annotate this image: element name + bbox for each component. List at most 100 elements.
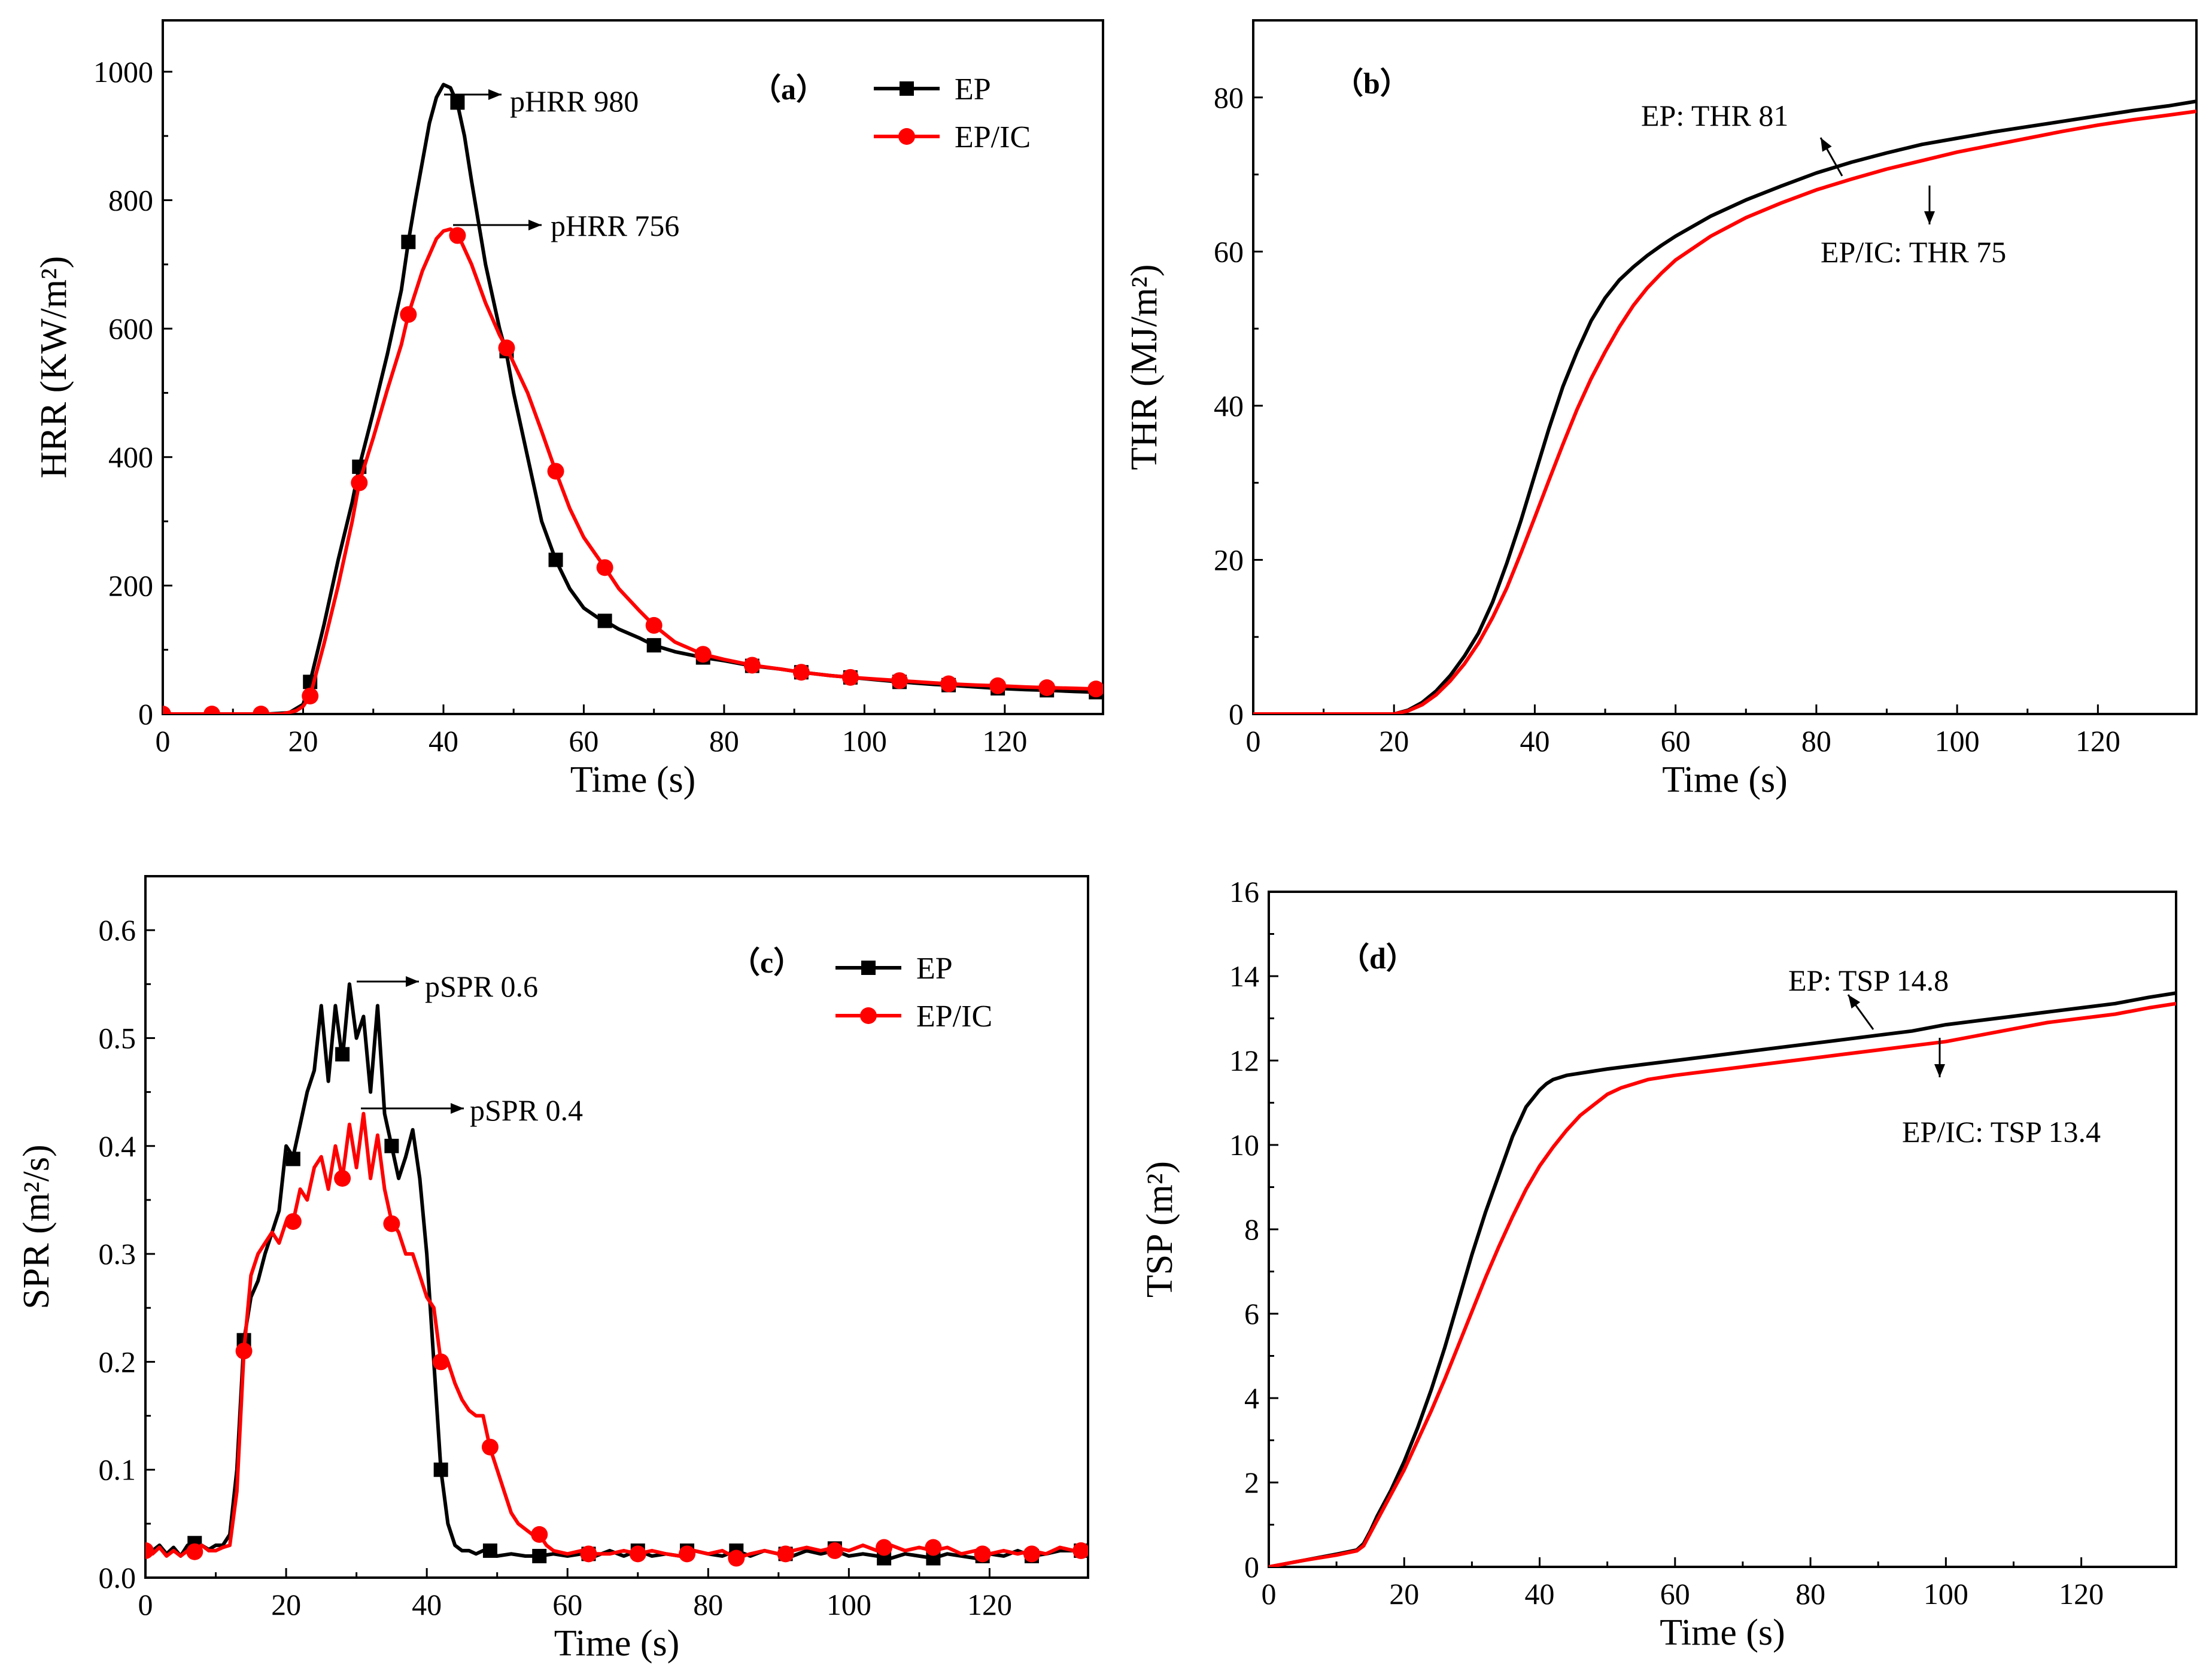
data-point-ep — [646, 638, 661, 653]
series-ep-ic — [145, 1111, 1088, 1567]
legend-marker-ep — [900, 81, 914, 96]
y-axis-title: TSP (m²) — [1140, 1161, 1180, 1298]
x-tick-label: 120 — [2059, 1577, 2104, 1611]
data-point-ep-ic — [925, 1539, 942, 1556]
data-point-ep — [450, 95, 465, 110]
data-point-ep-ic — [679, 1545, 696, 1563]
data-point-ep-ic — [596, 559, 613, 576]
y-tick-label: 0 — [1229, 697, 1244, 731]
series-line-ep-ic — [1253, 110, 2196, 714]
y-tick-label: 20 — [1214, 543, 1244, 576]
data-point-ep — [548, 552, 563, 567]
annotation-arrowhead — [1934, 1064, 1945, 1077]
series-ep-ic — [1253, 110, 2196, 714]
x-axis-title: Time (s) — [554, 1623, 680, 1664]
y-tick-label: 1000 — [93, 55, 153, 89]
legend-marker-ep-ic — [898, 128, 915, 145]
panel-b-thr-chart: 0 20 40 60 80 100 120 0 20 40 60 80 Time (s) THR (MJ/… — [1124, 19, 2198, 800]
series-line-ep-ic — [163, 227, 1096, 714]
data-point-ep-ic — [449, 227, 466, 244]
annotation-arrowhead — [1821, 138, 1832, 152]
data-point-ep-ic — [580, 1545, 597, 1563]
annotation-arrowhead — [528, 220, 542, 230]
series-line-ep — [1269, 991, 2176, 1567]
data-point-ep-ic — [1023, 1545, 1040, 1563]
y-tick-label: 0.5 — [99, 1021, 136, 1055]
legend-label: EP/IC — [955, 120, 1031, 154]
data-point-ep-ic — [163, 706, 171, 714]
annotation-arrowhead — [1848, 995, 1861, 1009]
y-tick-label: 0 — [138, 697, 153, 731]
annotation-label: pHRR 980 — [510, 84, 639, 118]
y-axis-title: HRR (KW/m²) — [34, 256, 74, 479]
legend-marker-ep-ic — [860, 1007, 877, 1024]
data-point-ep-ic — [547, 463, 564, 480]
y-tick-label: 40 — [1214, 389, 1244, 423]
panel-a-hrr-chart: 0 20 40 60 80 100 120 0 200 400 600 800 1000 Time (s)… — [34, 19, 1104, 800]
annotation-arrowhead — [406, 976, 419, 987]
y-tick-label: 0.0 — [99, 1561, 136, 1594]
y-tick-label: 0.4 — [99, 1129, 136, 1163]
plot-frame — [1252, 19, 2198, 715]
data-point-ep-ic — [253, 706, 270, 714]
series-ep — [163, 83, 1103, 714]
data-point-ep — [597, 613, 612, 628]
data-point-ep — [285, 1152, 300, 1166]
x-tick-label: 0 — [1262, 1577, 1277, 1611]
data-point-ep-ic — [531, 1526, 548, 1543]
data-point-ep — [433, 1462, 448, 1477]
data-point-ep-ic — [876, 1539, 893, 1556]
legend-marker-ep — [861, 961, 876, 975]
x-tick-label: 40 — [1520, 724, 1549, 758]
plot-frame — [144, 875, 1089, 1579]
data-point-ep-ic — [743, 657, 761, 674]
y-tick-label: 0.1 — [99, 1453, 136, 1487]
annotation-label: EP/IC: TSP 13.4 — [1902, 1115, 2101, 1149]
data-point-ep-ic — [792, 664, 810, 681]
legend-label: EP — [916, 952, 953, 986]
panel-label: （c） — [730, 946, 803, 979]
series-ep-ic — [1269, 1001, 2176, 1567]
x-tick-label: 20 — [1389, 1577, 1419, 1611]
data-point-ep-ic — [400, 306, 417, 323]
x-tick-label: 0 — [138, 1588, 153, 1621]
x-tick-label: 20 — [288, 724, 318, 758]
data-point-ep-ic — [235, 1342, 253, 1360]
data-point-ep-ic — [974, 1545, 991, 1563]
annotation-label: pHRR 756 — [551, 209, 679, 242]
data-point-ep-ic — [940, 675, 958, 692]
x-tick-label: 100 — [1924, 1577, 1968, 1611]
series-ep-ic — [163, 227, 1103, 714]
series-ep — [1253, 99, 2196, 714]
y-tick-label: 4 — [1244, 1381, 1259, 1415]
y-tick-label: 14 — [1229, 959, 1259, 993]
data-point-ep-ic — [694, 646, 712, 663]
annotation-arrowhead — [451, 1103, 464, 1114]
x-tick-label: 60 — [569, 724, 598, 758]
x-tick-label: 40 — [412, 1588, 442, 1621]
annotation-label: EP/IC: THR 75 — [1821, 235, 2006, 269]
y-tick-label: 10 — [1229, 1128, 1259, 1162]
data-point-ep-ic — [351, 474, 368, 491]
data-point-ep-ic — [383, 1215, 400, 1232]
series-line-ep-ic — [1269, 1001, 2176, 1567]
x-tick-label: 20 — [1379, 724, 1409, 758]
series-line-ep — [1253, 99, 2196, 714]
plot-frame — [162, 19, 1104, 715]
x-tick-label: 80 — [693, 1588, 723, 1621]
panel-d-tsp-chart: 0 20 40 60 80 100 120 0 2 4 6 8 10 12 14 16 Time (s) TSP … — [1140, 875, 2177, 1653]
data-point-ep-ic — [891, 672, 908, 689]
y-tick-label: 8 — [1244, 1213, 1259, 1246]
x-tick-label: 120 — [2076, 724, 2120, 758]
y-tick-label: 60 — [1214, 235, 1244, 268]
data-point-ep-ic — [186, 1543, 203, 1560]
data-point-ep-ic — [481, 1438, 499, 1456]
data-point-ep-ic — [989, 677, 1007, 694]
annotation-label: EP: THR 81 — [1641, 99, 1788, 132]
data-point-ep-ic — [203, 706, 221, 714]
data-point-ep-ic — [841, 669, 859, 686]
x-tick-label: 100 — [1935, 724, 1980, 758]
panel-label: （d） — [1339, 941, 1416, 975]
y-tick-label: 0.6 — [99, 913, 136, 947]
x-tick-label: 100 — [842, 724, 887, 758]
